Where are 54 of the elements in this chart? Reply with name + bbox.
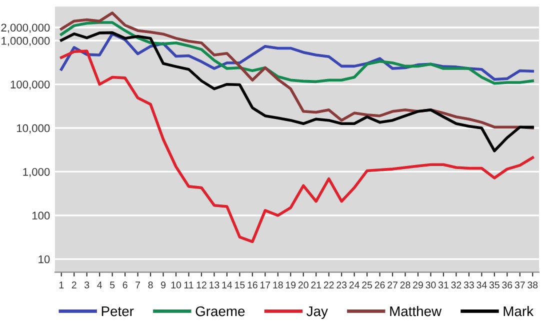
x-tick-label: 17 [260,282,270,288]
y-tick-label: 100 [32,212,50,220]
x-tick-label: 1 [59,282,64,288]
x-tick-label: 5 [110,282,115,288]
x-tick-label: 13 [210,282,220,288]
x-tick-label: 2 [72,282,76,288]
x-tick-label: 19 [286,282,296,288]
x-tick-label: 15 [235,282,245,288]
y-tick-label: 100,000 [10,80,50,90]
x-tick-label: 9 [161,282,166,288]
x-tick-label: 29 [413,282,423,288]
x-tick-label: 12 [196,282,206,288]
x-tick-label: 35 [489,282,500,288]
legend-label: Mark [504,306,534,316]
line-series [60,50,534,244]
x-tick-label: 25 [362,282,372,288]
x-tick-label: 28 [400,282,410,288]
y-tick-label: 1,000 [23,168,50,178]
y-tick-label: 2,000,000 [1,24,50,33]
x-tick-label: 27 [388,282,398,288]
x-tick-label: 8 [148,282,153,288]
x-tick-label: 31 [438,282,448,288]
y-tick-label: 1,000,000 [2,36,50,46]
x-tick-label: 18 [273,282,283,288]
line-series [60,21,534,85]
x-tick-label: 32 [451,282,462,288]
legend-label: Peter [102,306,134,316]
x-tick-label: 37 [514,282,525,288]
x-tick-label: 7 [136,282,140,288]
x-tick-label: 11 [184,282,194,288]
legend-label: Matthew [390,306,442,316]
legend-label: Graeme [196,306,245,316]
x-tick-label: 26 [374,282,385,288]
x-tick-label: 38 [528,282,538,288]
legend-label: Jay [306,306,328,319]
x-tick-label: 21 [311,282,322,288]
x-tick-label: 14 [222,282,232,288]
x-tick-label: 22 [324,282,334,288]
x-tick-label: 16 [248,282,258,288]
x-tick-label: 3 [84,282,90,288]
line-series [60,31,534,152]
x-tick-label: 36 [502,282,512,288]
line-series [60,12,534,130]
x-tick-label: 20 [298,282,308,288]
x-tick-label: 6 [122,282,128,288]
y-tick-label: 10,000 [17,124,50,134]
x-tick-label: 4 [97,282,102,288]
x-tick-label: 33 [464,282,474,288]
x-tick-label: 34 [476,282,487,288]
x-tick-label: 10 [171,282,182,288]
x-tick-label: 24 [349,282,360,288]
x-tick-label: 30 [426,282,436,288]
x-tick-label: 23 [336,282,347,288]
y-tick-label: 10 [38,255,50,264]
